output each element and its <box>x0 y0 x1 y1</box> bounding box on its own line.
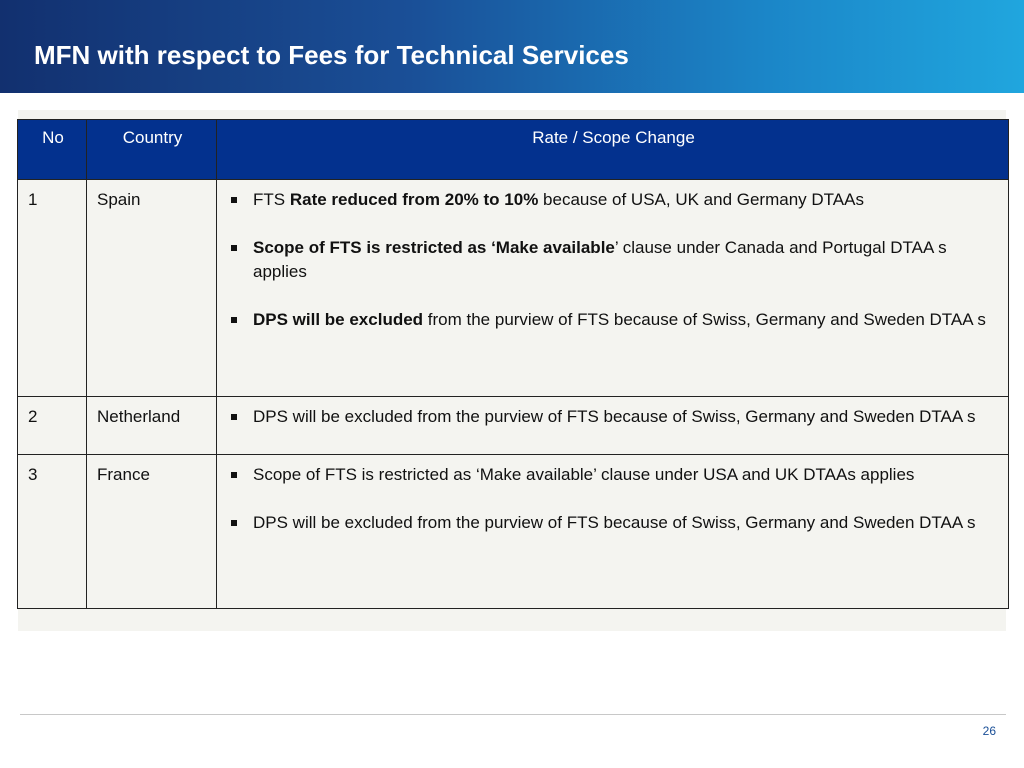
row-changes: DPS will be excluded from the purview of… <box>216 396 1009 455</box>
bullet-list: DPS will be excluded from the purview of… <box>227 405 1000 429</box>
bullet-item: DPS will be excluded from the purview of… <box>227 511 1000 535</box>
row-country: France <box>86 454 217 609</box>
slide-title: MFN with respect to Fees for Technical S… <box>34 40 629 70</box>
table-row: 3 France Scope of FTS is restricted as ‘… <box>17 454 1009 609</box>
row-country: Spain <box>86 179 217 397</box>
bullet-list: Scope of FTS is restricted as ‘Make avai… <box>227 463 1000 535</box>
page-number: 26 <box>982 724 996 738</box>
header-country: Country <box>86 119 217 180</box>
table-row: 1 Spain FTS Rate reduced from 20% to 10%… <box>17 179 1009 397</box>
header-rate-scope-change: Rate / Scope Change <box>216 119 1009 180</box>
title-bar: MFN with respect to Fees for Technical S… <box>0 0 1024 93</box>
row-changes: FTS Rate reduced from 20% to 10% because… <box>216 179 1009 397</box>
header-no: No <box>17 119 87 180</box>
row-country: Netherland <box>86 396 217 455</box>
row-no: 1 <box>17 179 87 397</box>
row-no: 2 <box>17 396 87 455</box>
row-changes: Scope of FTS is restricted as ‘Make avai… <box>216 454 1009 609</box>
bullet-list: FTS Rate reduced from 20% to 10% because… <box>227 188 1000 332</box>
bullet-item: Scope of FTS is restricted as ‘Make avai… <box>227 236 1000 284</box>
mfn-table: No Country Rate / Scope Change 1 Spain F… <box>17 119 1009 609</box>
table-row: 2 Netherland DPS will be excluded from t… <box>17 396 1009 455</box>
row-no: 3 <box>17 454 87 609</box>
footer-divider <box>20 714 1006 715</box>
table-header-row: No Country Rate / Scope Change <box>17 119 1009 180</box>
bullet-item: Scope of FTS is restricted as ‘Make avai… <box>227 463 1000 487</box>
bullet-item: DPS will be excluded from the purview of… <box>227 405 1000 429</box>
bullet-item: DPS will be excluded from the purview of… <box>227 308 1000 332</box>
bullet-item: FTS Rate reduced from 20% to 10% because… <box>227 188 1000 212</box>
